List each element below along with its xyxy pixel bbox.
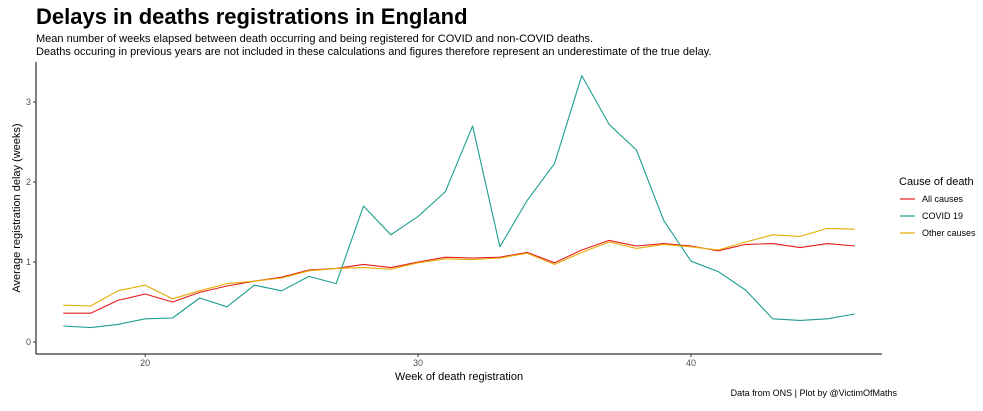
y-tick-label: 1 bbox=[26, 257, 31, 267]
y-axis-title: Average registration delay (weeks) bbox=[11, 123, 23, 292]
series-layer bbox=[63, 75, 855, 329]
y-tick-label: 3 bbox=[26, 97, 31, 107]
legend: Cause of death All causes COVID 19 Other ca… bbox=[899, 176, 976, 238]
chart-title: Delays in deaths registrations in Englan… bbox=[36, 4, 468, 29]
series-line-other-causes bbox=[63, 227, 855, 307]
legend-label: All causes bbox=[922, 194, 964, 204]
x-tick-label: 20 bbox=[140, 358, 150, 368]
chart-subtitle: Mean number of weeks elapsed between dea… bbox=[36, 33, 711, 59]
axes: 0 1 2 3 20 30 40 Week of death registration Aver… bbox=[11, 62, 882, 383]
x-tick-label: 40 bbox=[686, 358, 696, 368]
subtitle-line-1: Mean number of weeks elapsed between dea… bbox=[36, 33, 594, 45]
series-line-covid-19 bbox=[63, 75, 855, 329]
legend-title: Cause of death bbox=[899, 176, 974, 188]
legend-label: Other causes bbox=[922, 228, 976, 238]
x-axis-title: Week of death registration bbox=[395, 371, 523, 383]
y-tick-label: 0 bbox=[26, 337, 31, 347]
y-tick-label: 2 bbox=[26, 177, 31, 187]
subtitle-line-2: Deaths occuring in previous years are no… bbox=[36, 46, 712, 58]
series-line-all-causes bbox=[63, 239, 855, 314]
x-tick-label: 30 bbox=[413, 358, 423, 368]
legend-label: COVID 19 bbox=[922, 211, 963, 221]
chart-caption: Data from ONS | Plot by @VictimOfMaths bbox=[730, 388, 897, 398]
